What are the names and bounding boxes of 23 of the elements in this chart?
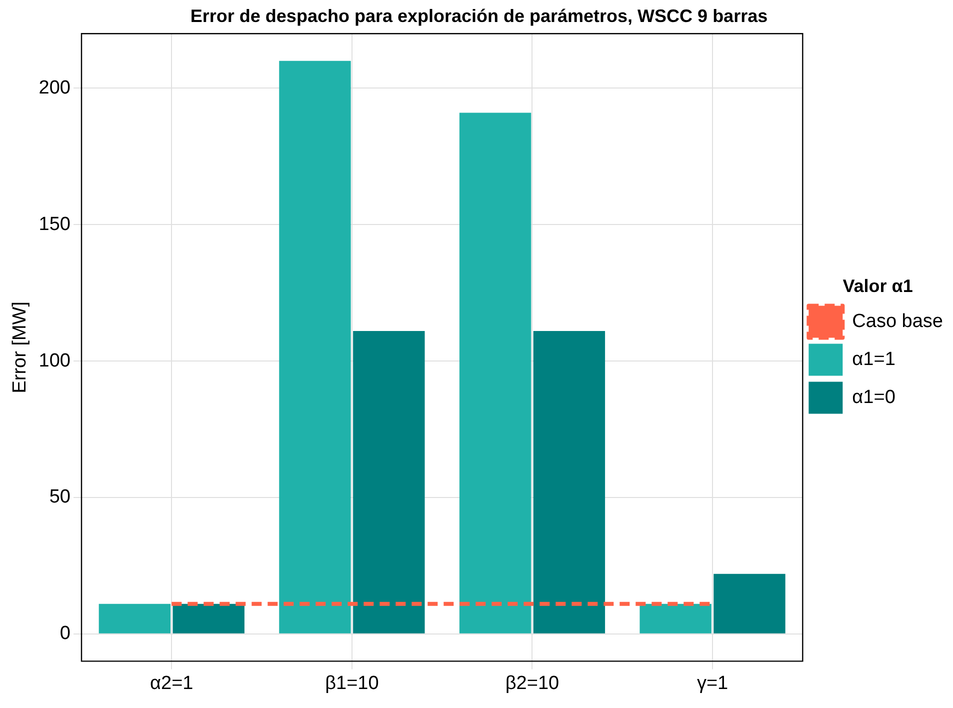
legend-label: α1=1 xyxy=(852,349,896,370)
x-tick-label: β2=10 xyxy=(505,672,560,694)
bar xyxy=(459,112,532,634)
y-tick-label: 50 xyxy=(49,486,70,508)
bar xyxy=(714,574,786,634)
x-tick-label: γ=1 xyxy=(696,672,728,694)
y-tick-label: 150 xyxy=(38,214,70,235)
y-axis-title: Error [MW] xyxy=(10,301,31,394)
bar xyxy=(279,60,351,634)
x-tick-label: β1=10 xyxy=(325,672,379,694)
legend-label: Caso base xyxy=(852,311,944,332)
bar xyxy=(533,331,606,634)
bar xyxy=(172,604,244,634)
y-tick-label: 200 xyxy=(38,77,70,98)
y-tick-label: 100 xyxy=(38,350,70,372)
y-tick-label: 0 xyxy=(60,623,70,644)
x-tick-label: α2=1 xyxy=(150,672,194,694)
bar xyxy=(353,331,425,634)
bar xyxy=(640,604,712,634)
bar xyxy=(98,604,171,634)
chart-title: Error de despacho para exploración de parámetros, WSCC 9 barras xyxy=(190,6,768,26)
legend-label: α1=0 xyxy=(852,387,896,408)
legend-title: Valor α1 xyxy=(842,276,913,296)
